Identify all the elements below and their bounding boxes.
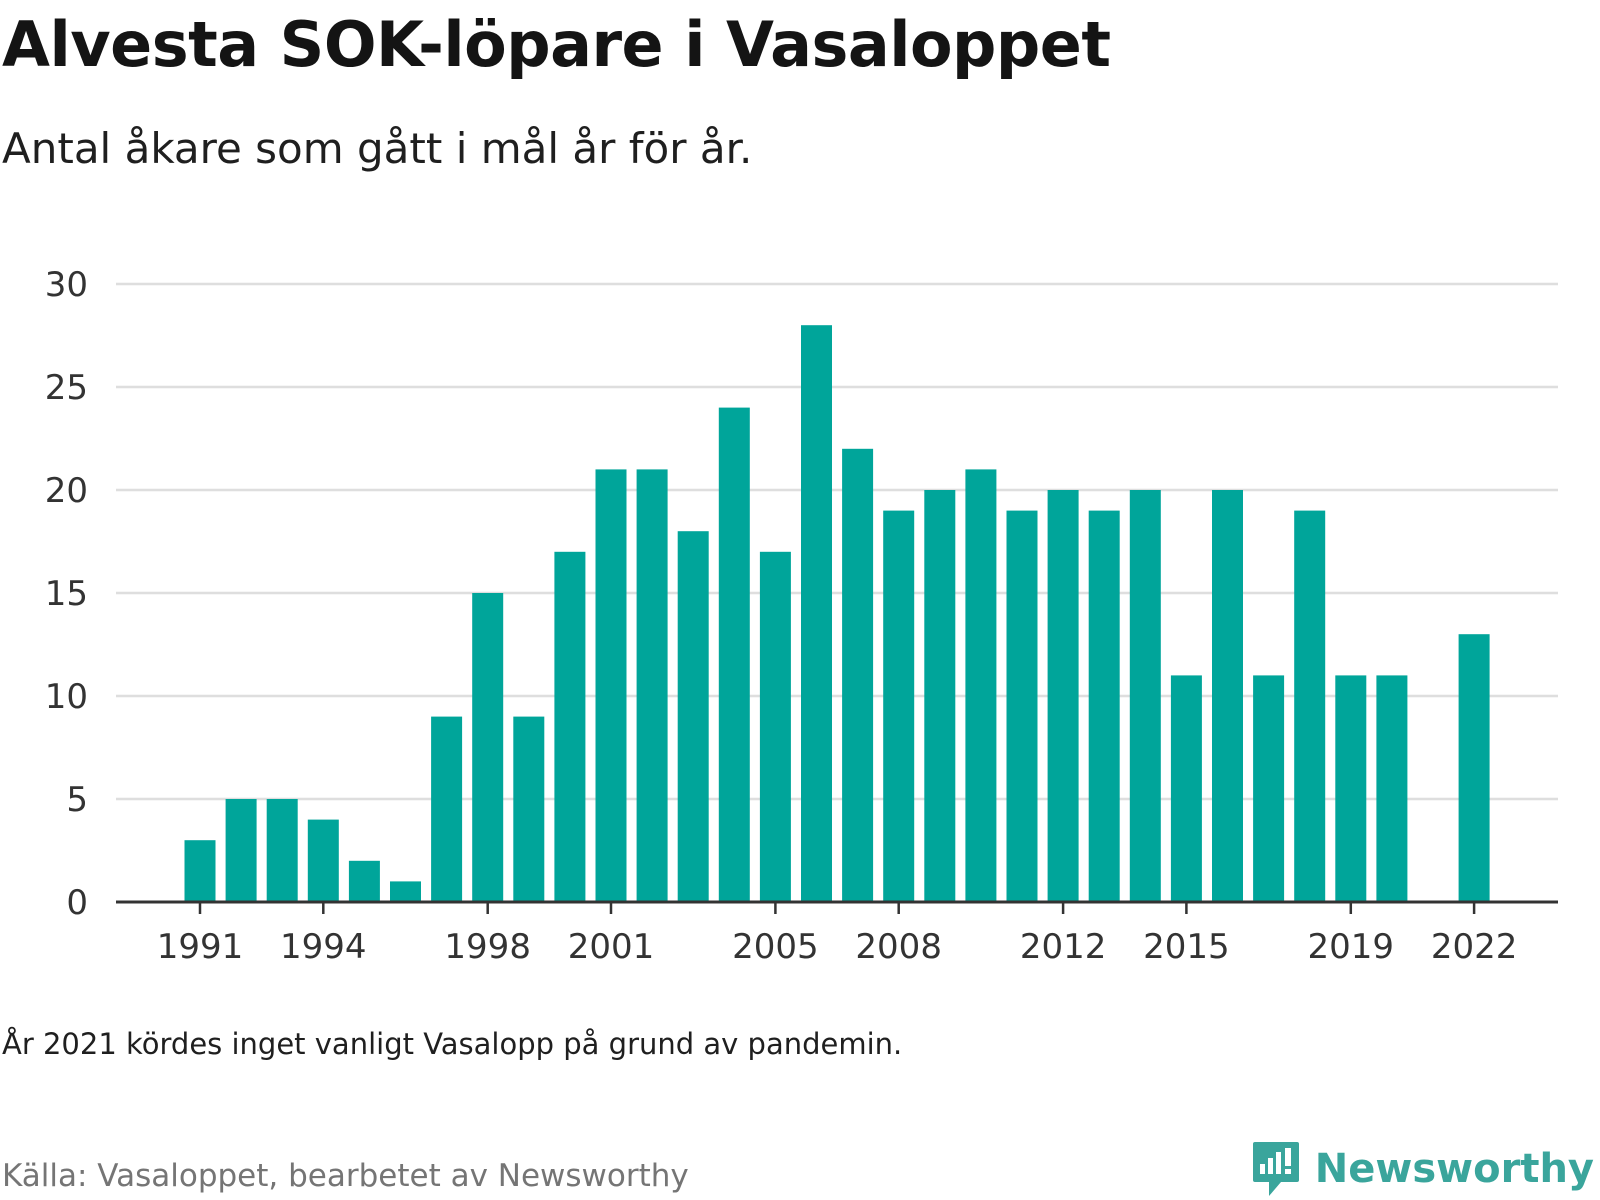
newsworthy-logo-icon xyxy=(1252,1142,1299,1196)
bar-2002[interactable] xyxy=(636,469,668,902)
footnote: År 2021 kördes inget vanligt Vasalopp på… xyxy=(2,1027,903,1061)
bar-2020[interactable] xyxy=(1376,675,1408,902)
chart-subtitle: Antal åkare som gått i mål år för år. xyxy=(2,124,753,173)
bar-2011[interactable] xyxy=(1006,510,1038,902)
y-tick-labels: 0 5 10 15 20 25 30 xyxy=(45,265,88,923)
bar-2006[interactable] xyxy=(801,325,832,902)
y-tick-label: 5 xyxy=(66,780,88,820)
y-tick-label: 30 xyxy=(45,265,88,305)
bar-1998[interactable] xyxy=(472,593,504,902)
bar-1999[interactable] xyxy=(513,716,545,902)
x-tick-label: 1991 xyxy=(157,927,244,967)
x-axis xyxy=(116,900,1558,914)
bar-2018[interactable] xyxy=(1294,510,1326,902)
bar-1993[interactable] xyxy=(266,799,298,902)
x-tick-label: 2005 xyxy=(732,927,819,967)
x-tick-label: 1994 xyxy=(280,927,367,967)
bar-2013[interactable] xyxy=(1088,510,1120,902)
x-tick-label: 2008 xyxy=(855,927,942,967)
bar-2003[interactable] xyxy=(677,531,709,902)
x-tick-label: 2015 xyxy=(1143,927,1230,967)
bar-2014[interactable] xyxy=(1129,490,1161,902)
bar-1994[interactable] xyxy=(307,819,339,902)
x-tick-label: 2012 xyxy=(1020,927,1107,967)
y-tick-label: 20 xyxy=(45,471,88,511)
bar-2007[interactable] xyxy=(842,448,874,902)
x-tick-label: 1998 xyxy=(444,927,531,967)
x-tick-label: 2001 xyxy=(568,927,655,967)
bar-1991[interactable] xyxy=(184,840,216,902)
bars xyxy=(184,325,1490,902)
bar-2005[interactable] xyxy=(759,551,791,902)
y-tick-label: 10 xyxy=(45,677,88,717)
y-tick-label: 0 xyxy=(66,883,88,923)
bar-2008[interactable] xyxy=(883,510,915,902)
bar-1992[interactable] xyxy=(225,799,257,902)
x-tick-label: 2022 xyxy=(1431,927,1518,967)
bar-2012[interactable] xyxy=(1047,490,1079,902)
bar-chart: 0 5 10 15 20 25 30 1991 1994 1998 2001 2005 2008 201… xyxy=(45,265,1558,967)
x-tick-labels: 1991 1994 1998 2001 2005 2008 2012 2015 2019 2022 xyxy=(157,927,1518,967)
bar-2016[interactable] xyxy=(1212,490,1243,902)
bar-2000[interactable] xyxy=(554,551,586,902)
bar-2017[interactable] xyxy=(1253,675,1285,902)
bar-1995[interactable] xyxy=(348,860,380,902)
bar-2015[interactable] xyxy=(1170,675,1202,902)
bar-1996[interactable] xyxy=(390,881,421,902)
chart-title: Alvesta SOK-löpare i Vasaloppet xyxy=(2,8,1111,81)
bar-2022[interactable] xyxy=(1458,634,1490,902)
y-tick-label: 25 xyxy=(45,368,88,408)
bar-2001[interactable] xyxy=(595,469,627,902)
y-tick-label: 15 xyxy=(45,574,88,614)
bar-2019[interactable] xyxy=(1335,675,1367,902)
bar-2004[interactable] xyxy=(718,407,750,902)
source-text: Källa: Vasaloppet, bearbetet av Newswort… xyxy=(2,1158,689,1194)
brand-logo[interactable]: Newsworthy xyxy=(1251,1140,1594,1198)
bar-2009[interactable] xyxy=(924,490,956,902)
bar-1997[interactable] xyxy=(431,716,463,902)
x-tick-label: 2019 xyxy=(1308,927,1395,967)
bar-2010[interactable] xyxy=(965,469,997,902)
brand-name: Newsworthy xyxy=(1314,1146,1594,1192)
